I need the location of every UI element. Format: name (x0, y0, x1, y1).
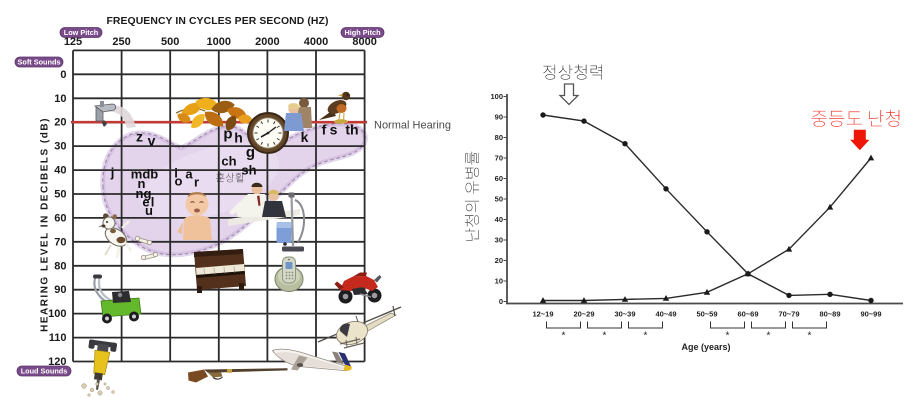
svg-text:a: a (185, 167, 193, 182)
svg-text:60: 60 (54, 212, 66, 224)
svg-text:70: 70 (495, 154, 503, 163)
svg-text:1000: 1000 (207, 36, 231, 48)
svg-text:80: 80 (54, 260, 66, 272)
svg-text:70: 70 (54, 236, 66, 248)
svg-text:500: 500 (161, 36, 179, 48)
svg-text:*: * (644, 331, 648, 342)
svg-text:90~99: 90~99 (860, 310, 881, 319)
svg-text:f: f (322, 122, 327, 138)
svg-text:20: 20 (495, 256, 503, 265)
svg-text:r: r (194, 175, 199, 190)
svg-text:Age (years): Age (years) (681, 342, 730, 352)
svg-text:*: * (808, 331, 812, 342)
svg-text:th: th (345, 122, 358, 138)
svg-text:40: 40 (54, 165, 66, 177)
svg-text:0: 0 (499, 297, 503, 306)
svg-text:o: o (175, 174, 183, 189)
svg-text:50: 50 (54, 189, 66, 201)
svg-text:k: k (301, 129, 309, 145)
svg-text:Soft Sounds: Soft Sounds (18, 58, 61, 67)
svg-text:FREQUENCY IN CYCLES PER SECOND: FREQUENCY IN CYCLES PER SECOND (HZ) (106, 16, 328, 27)
svg-text:v: v (148, 133, 156, 149)
svg-text:Low Pitch: Low Pitch (64, 28, 98, 37)
svg-text:2000: 2000 (255, 36, 279, 48)
svg-text:30: 30 (54, 141, 66, 153)
svg-text:20: 20 (54, 117, 66, 129)
svg-text:ch: ch (221, 154, 236, 169)
svg-text:High Pitch: High Pitch (344, 28, 380, 37)
svg-text:100: 100 (48, 308, 66, 320)
svg-text:20~29: 20~29 (573, 310, 594, 319)
svg-text:4000: 4000 (304, 36, 328, 48)
svg-text:30~39: 30~39 (614, 310, 635, 319)
svg-text:Loud Sounds: Loud Sounds (21, 367, 68, 376)
svg-text:40~49: 40~49 (655, 310, 676, 319)
svg-text:30: 30 (495, 236, 503, 245)
svg-text:j: j (110, 165, 115, 180)
svg-text:z: z (136, 129, 143, 145)
svg-text:HEARING LEVEL IN DECIBELS (dB): HEARING LEVEL IN DECIBELS (dB) (40, 117, 51, 332)
svg-text:0: 0 (60, 69, 66, 81)
svg-text:h: h (234, 130, 243, 146)
svg-text:80~89: 80~89 (819, 310, 840, 319)
svg-text:110: 110 (49, 332, 67, 344)
svg-text:250: 250 (112, 36, 130, 48)
svg-text:12~19: 12~19 (532, 310, 553, 319)
svg-text:*: * (603, 331, 607, 342)
svg-text:100: 100 (490, 92, 503, 101)
svg-text:*: * (767, 331, 771, 342)
svg-text:50~59: 50~59 (696, 310, 717, 319)
svg-text:60: 60 (495, 174, 503, 183)
svg-text:60~69: 60~69 (737, 310, 758, 319)
svg-text:*: * (562, 331, 566, 342)
svg-text:10: 10 (54, 93, 66, 105)
svg-text:90: 90 (54, 284, 66, 296)
svg-text:70~79: 70~79 (778, 310, 799, 319)
svg-text:40: 40 (495, 215, 503, 224)
svg-text:u: u (145, 203, 153, 218)
svg-text:90: 90 (495, 113, 503, 122)
svg-text:s: s (330, 122, 338, 138)
svg-text:*: * (726, 331, 730, 342)
svg-text:sh: sh (241, 163, 256, 178)
svg-text:10: 10 (495, 277, 503, 286)
svg-text:80: 80 (495, 133, 503, 142)
svg-text:50: 50 (495, 195, 503, 204)
svg-text:Normal Hearing: Normal Hearing (374, 120, 451, 132)
